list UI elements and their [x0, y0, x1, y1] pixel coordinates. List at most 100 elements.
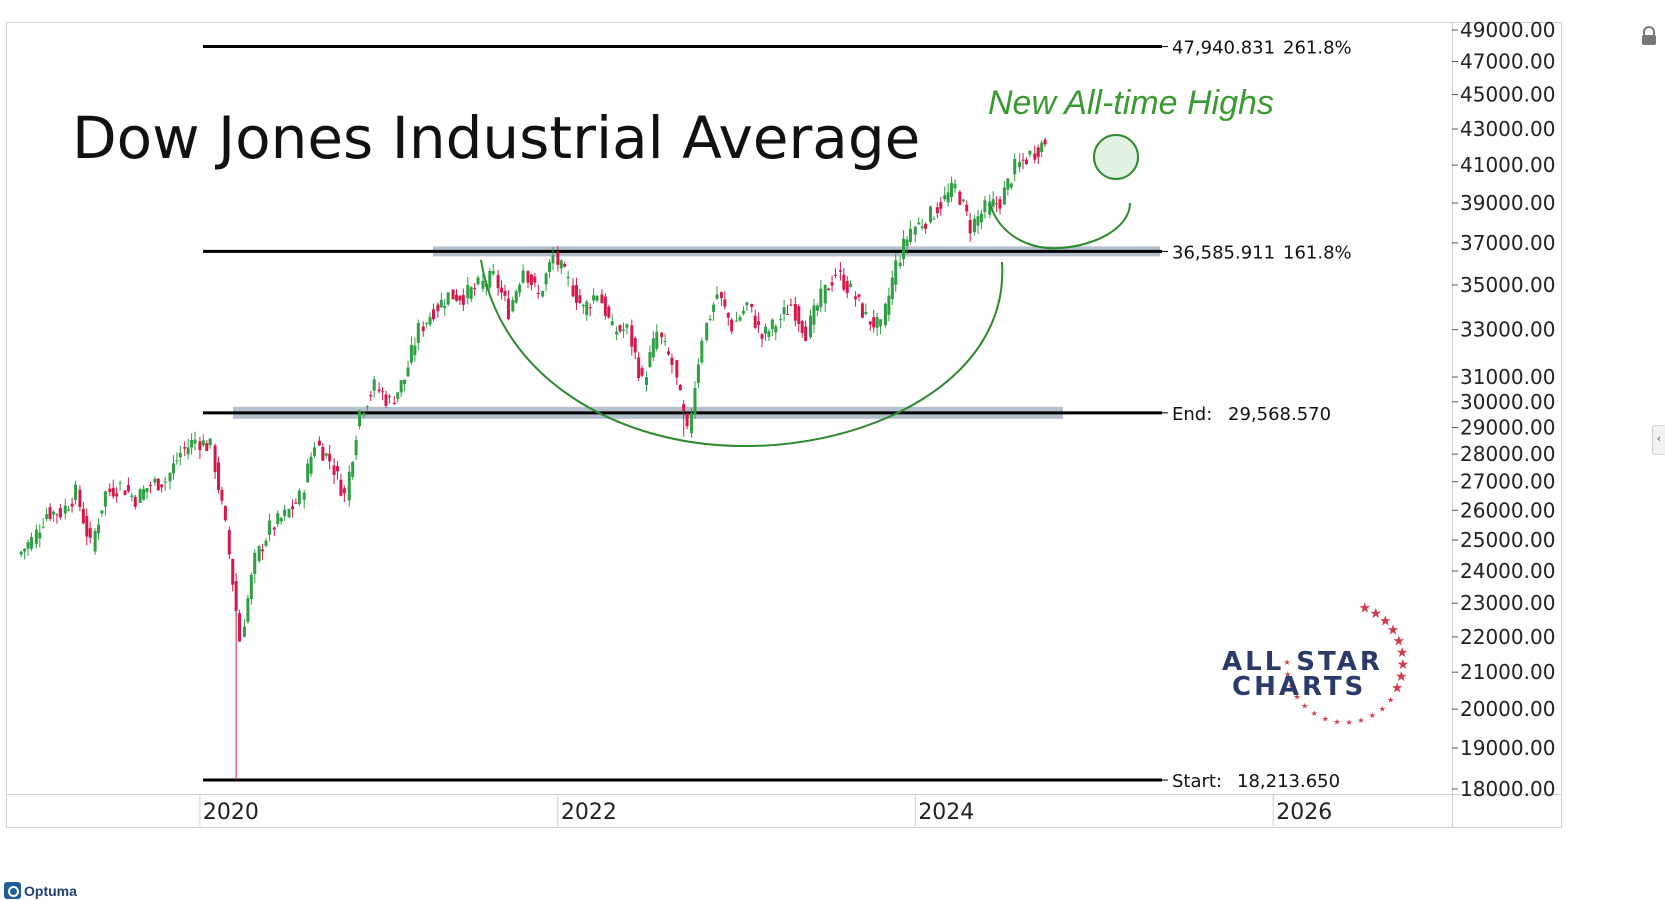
x-tick-label: 2022	[561, 800, 617, 825]
candle-body	[827, 288, 831, 291]
y-tick-label: 35000.00	[1460, 273, 1555, 297]
logo-star: ★	[1301, 702, 1308, 711]
candle-body	[506, 298, 510, 320]
candle-body	[409, 344, 413, 363]
candle-body	[257, 546, 261, 562]
candle-body	[205, 443, 209, 452]
y-tick-label: 30000.00	[1460, 390, 1555, 414]
candle-body	[544, 273, 548, 285]
candle-body	[842, 274, 846, 290]
candle-body	[111, 487, 115, 497]
logo-star-ring: ★★★★★★★★★★★★★★★★★★★★★★	[1283, 600, 1409, 726]
candle-body	[745, 302, 749, 306]
logo-star: ★	[1333, 717, 1340, 726]
candle-body	[283, 509, 287, 517]
candle-body	[365, 406, 369, 408]
candle-body	[384, 394, 388, 406]
candle-body	[890, 277, 894, 299]
candle-body	[696, 364, 700, 384]
y-tick-label: 39000.00	[1460, 191, 1555, 215]
candle-body	[439, 299, 443, 308]
candle-body	[387, 396, 391, 398]
candle-body	[760, 334, 764, 339]
y-tick-label: 47000.00	[1460, 50, 1555, 74]
x-tick-label: 2026	[1276, 800, 1332, 825]
candle-body	[175, 460, 179, 462]
candle-body	[1043, 139, 1047, 145]
candle-body	[578, 295, 582, 304]
candle-body	[458, 295, 462, 301]
y-tick-label: 28000.00	[1460, 442, 1555, 466]
candle-body	[70, 503, 74, 507]
candle-body	[1028, 151, 1032, 155]
candle-body	[38, 532, 42, 539]
y-tick-label: 31000.00	[1460, 365, 1555, 389]
candle-body	[148, 484, 152, 486]
fib-level-value: 36,585.911	[1172, 242, 1275, 263]
candle-body	[979, 213, 983, 223]
logo-star: ★	[1311, 709, 1318, 718]
candle-body	[163, 481, 167, 483]
logo-star: ★	[1345, 718, 1352, 727]
fib-level-prefix: End:	[1172, 404, 1212, 425]
candle-body	[574, 285, 578, 303]
candle-body	[481, 280, 485, 289]
candle-body	[730, 319, 734, 332]
candle-body	[29, 537, 33, 549]
candle-body	[26, 542, 30, 549]
candle-body	[753, 315, 757, 328]
candle-body	[536, 292, 540, 294]
candle-body	[249, 574, 253, 599]
candle-body	[667, 351, 671, 355]
y-tick-label: 37000.00	[1460, 231, 1555, 255]
candle-body	[306, 463, 310, 483]
logo-star: ★	[1392, 633, 1405, 649]
candle-body	[648, 352, 652, 368]
candle-body	[823, 284, 827, 304]
collapse-panel-handle[interactable]: ‹	[1652, 425, 1665, 455]
candle-body	[541, 291, 545, 297]
candle-body	[198, 441, 202, 451]
candle-body	[267, 520, 271, 535]
candle-body	[723, 299, 727, 307]
candle-body	[789, 304, 793, 306]
logo-star: ★	[1283, 658, 1290, 667]
candle-body	[130, 495, 134, 498]
candle-body	[491, 271, 495, 275]
candle-body	[406, 367, 410, 377]
candle-body	[879, 319, 883, 327]
candle-body	[600, 294, 604, 304]
candle-body	[682, 404, 686, 412]
candle-body	[860, 303, 864, 318]
candle-body	[651, 338, 655, 358]
candle-body	[321, 447, 325, 461]
logo-star: ★	[1357, 716, 1364, 725]
candle-body	[428, 317, 432, 325]
candle-body	[1002, 187, 1006, 205]
candle-body	[118, 482, 122, 484]
logo-line-1: ALL STAR	[1222, 647, 1383, 677]
candle-body	[708, 319, 712, 321]
candle-body	[287, 509, 291, 518]
candle-body	[887, 295, 891, 315]
candle-body	[644, 377, 648, 385]
candle-body	[466, 284, 470, 299]
candle-body	[770, 319, 774, 330]
candle-body	[469, 287, 473, 300]
logo-star: ★	[1322, 715, 1329, 724]
y-tick-label: 45000.00	[1460, 83, 1555, 107]
candle-body	[115, 493, 119, 497]
logo-star: ★	[1387, 623, 1400, 639]
candle-body	[693, 388, 697, 415]
candle-body	[526, 271, 530, 283]
candle-body	[351, 462, 355, 477]
lock-icon[interactable]	[1640, 26, 1658, 46]
candle-body	[741, 310, 745, 314]
candle-body	[588, 307, 592, 309]
candle-body	[396, 392, 400, 399]
candle-body	[58, 508, 62, 518]
candle-body	[416, 323, 420, 343]
candle-body	[41, 526, 45, 528]
candle-body	[965, 204, 969, 212]
candle-body	[712, 304, 716, 312]
